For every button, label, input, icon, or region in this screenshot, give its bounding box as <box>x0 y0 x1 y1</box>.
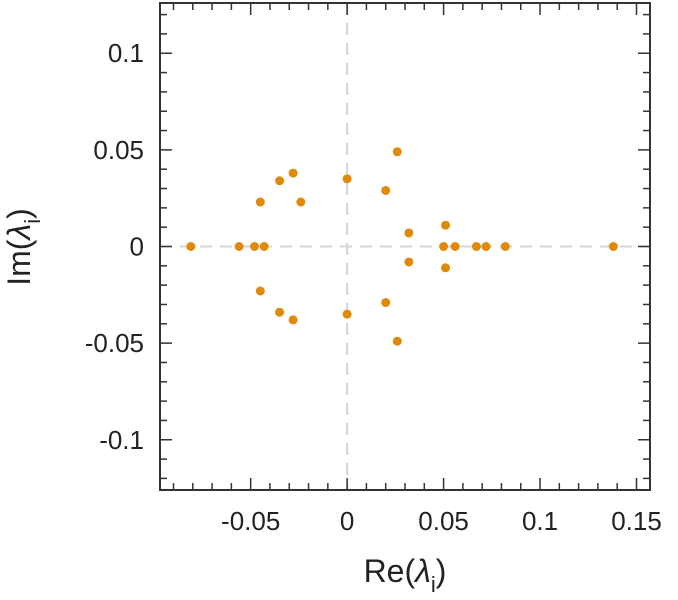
eigenvalue-point <box>392 147 402 157</box>
y-tick-label: -0.05 <box>85 328 144 358</box>
x-axis-label-close: ) <box>436 553 447 589</box>
y-axis-label-base: Im( <box>1 239 37 286</box>
data-points <box>186 147 618 346</box>
eigenvalue-point <box>296 197 306 207</box>
y-axis-label-close: ) <box>1 208 37 219</box>
y-tick-label: 0.1 <box>108 38 144 68</box>
eigenvalue-point <box>441 220 451 230</box>
eigenvalue-point <box>404 228 414 238</box>
eigenvalue-point <box>381 185 391 195</box>
x-tick-label: -0.05 <box>221 506 280 536</box>
x-axis-label-base: Re( <box>364 553 416 589</box>
eigenvalue-point <box>234 242 244 251</box>
eigenvalue-point <box>392 336 402 346</box>
x-tick-label: 0.1 <box>522 506 558 536</box>
eigenvalue-point <box>250 242 260 251</box>
y-tick-label: -0.1 <box>99 425 144 455</box>
plot-frame <box>159 2 651 491</box>
y-tick-label: 0 <box>130 232 144 262</box>
eigenvalue-point <box>404 257 414 267</box>
x-tick-label: 0.05 <box>418 506 469 536</box>
y-axis-label-symbol: λ <box>1 224 37 242</box>
eigenvalue-point <box>255 286 265 296</box>
x-tick-label: 0 <box>340 506 354 536</box>
x-axis-label: Re(λi) <box>364 553 447 597</box>
eigenvalue-point <box>288 315 298 325</box>
eigenvalue-point <box>481 242 491 251</box>
x-tick-label: 0.15 <box>611 506 662 536</box>
eigenvalue-point <box>186 242 196 251</box>
x-tick-labels: -0.05 0 0.05 0.1 0.15 <box>221 506 662 536</box>
eigenvalue-point <box>471 242 481 251</box>
eigenvalue-point <box>342 309 352 319</box>
y-axis-label: Im(λi) <box>1 208 45 286</box>
y-tick-labels: -0.1 -0.05 0 0.05 0.1 <box>85 38 144 455</box>
eigenvalue-point <box>450 242 460 251</box>
x-axis-label-symbol: λ <box>413 553 431 589</box>
axis-ticks <box>160 3 650 490</box>
eigenvalue-point <box>441 263 451 273</box>
eigenvalue-point <box>255 197 265 207</box>
eigenvalue-point <box>439 242 449 251</box>
eigenvalue-point <box>608 242 618 251</box>
eigenvalue-point <box>259 242 269 251</box>
eigenvalue-point <box>342 174 352 184</box>
eigenvalue-point <box>275 307 285 317</box>
eigenvalue-point <box>500 242 510 251</box>
eigenvalue-point <box>275 176 285 186</box>
eigenvalue-point <box>381 298 391 308</box>
eigenvalue-point <box>288 168 298 178</box>
y-tick-label: 0.05 <box>93 135 144 165</box>
x-axis-label-subscript: i <box>431 572 436 597</box>
y-axis-label-subscript: i <box>20 219 45 224</box>
